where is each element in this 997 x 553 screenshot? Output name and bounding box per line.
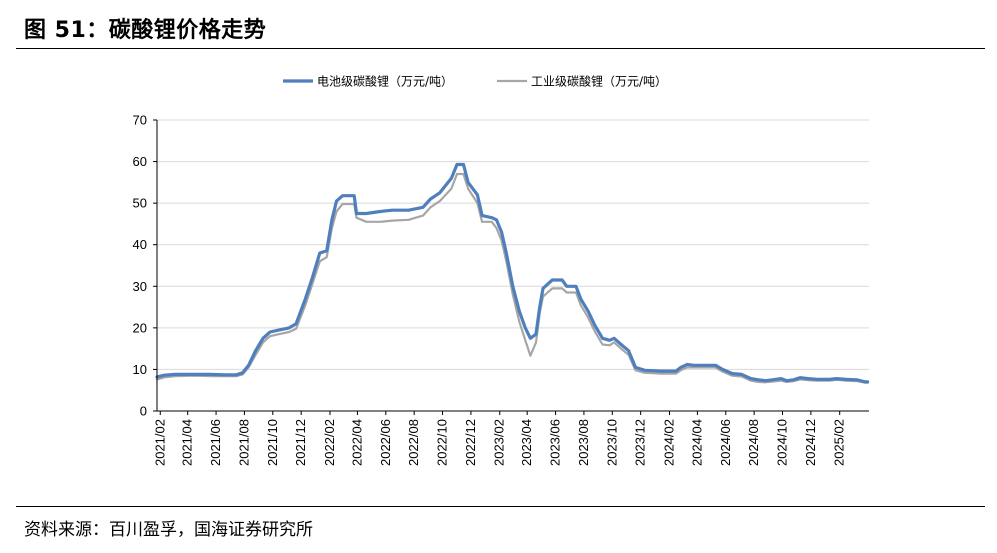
x-tick-label: 2021/02 <box>152 419 167 466</box>
x-tick-label: 2022/06 <box>378 419 393 466</box>
source-rule <box>16 506 985 507</box>
y-tick-label: 70 <box>133 113 147 128</box>
y-tick-label: 20 <box>133 320 147 335</box>
legend-item-battery-grade-label: 电池级碳酸锂（万元/吨） <box>317 74 453 89</box>
x-tick-label: 2023/12 <box>633 419 648 466</box>
y-tick-label: 50 <box>133 196 147 211</box>
x-tick-label: 2023/06 <box>548 419 563 466</box>
axes <box>153 119 869 415</box>
legend: 电池级碳酸锂（万元/吨） 工业级碳酸锂（万元/吨） <box>283 74 667 89</box>
x-tick-label: 2024/06 <box>718 419 733 466</box>
x-tick-label: 2022/02 <box>322 419 337 466</box>
y-tick-label: 0 <box>140 404 147 419</box>
legend-item-industrial-grade-label: 工业级碳酸锂（万元/吨） <box>531 74 667 89</box>
x-tick-labels: 2021/02 2021/04 2021/06 2021/08 2021/10 2021/… <box>152 419 846 466</box>
x-tick-label: 2022/04 <box>349 419 364 466</box>
x-tick-label: 2024/12 <box>803 419 818 466</box>
x-tick-label: 2025/02 <box>832 419 847 466</box>
figure-title: 图 51：碳酸锂价格走势 <box>24 18 267 43</box>
x-tick-label: 2021/04 <box>180 419 195 466</box>
x-tick-label: 2023/02 <box>492 419 507 466</box>
x-tick-label: 2021/10 <box>265 419 280 466</box>
source-note: 资料来源：百川盈孚，国海证券研究所 <box>24 520 313 540</box>
y-tick-labels: 0 10 20 30 40 50 60 70 <box>133 113 147 419</box>
y-tick-label: 40 <box>133 237 147 252</box>
series-line-battery-grade <box>155 162 870 384</box>
x-tick-label: 2021/08 <box>236 419 251 466</box>
x-tick-label: 2023/04 <box>519 419 534 466</box>
series-group <box>155 162 870 384</box>
x-tick-label: 2022/08 <box>406 419 421 466</box>
x-tick-label: 2024/08 <box>746 419 761 466</box>
title-rule <box>16 48 985 49</box>
y-tick-label: 30 <box>133 279 147 294</box>
x-tick-label: 2023/10 <box>604 419 619 466</box>
x-tick-label: 2023/08 <box>576 419 591 466</box>
x-tick-label: 2021/06 <box>208 419 223 466</box>
grid-lines <box>157 119 869 370</box>
series-line-industrial-grade <box>155 172 869 384</box>
x-tick-label: 2024/04 <box>689 419 704 466</box>
y-tick-label: 60 <box>133 154 147 169</box>
x-tick-label: 2022/10 <box>435 419 450 466</box>
x-tick-label: 2024/02 <box>661 419 676 466</box>
x-tick-label: 2024/10 <box>774 419 789 466</box>
x-tick-label: 2022/12 <box>463 419 478 466</box>
y-tick-label: 10 <box>133 362 147 377</box>
x-tick-label: 2021/12 <box>293 419 308 466</box>
